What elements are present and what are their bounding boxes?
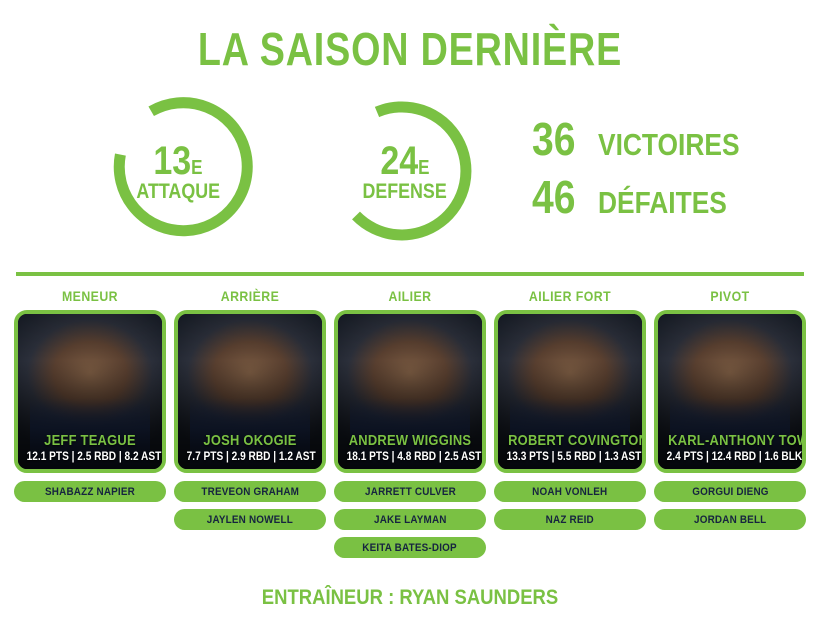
losses-count: 46 — [532, 171, 576, 223]
player-photo — [178, 314, 322, 469]
starter-card[interactable]: JEFF TEAGUE 12.1 PTS | 2.5 RBD | 8.2 AST — [14, 310, 166, 473]
photo-shade-layer — [178, 314, 322, 469]
starter-name: ANDREW WIGGINS — [348, 432, 472, 449]
bench-player-label: JARRETT CULVER — [364, 485, 456, 498]
ring-arc-defense-icon — [352, 101, 472, 241]
bench-player-label: JAYLEN NOWELL — [206, 513, 294, 526]
bench-player-label: GORGUI DIENG — [691, 485, 769, 498]
rank-category-label: DEFENSE — [362, 179, 448, 203]
starter-card[interactable]: ANDREW WIGGINS 18.1 PTS | 4.8 RBD | 2.5 A… — [334, 310, 486, 473]
bench-list: NOAH VONLEH NAZ REID — [494, 481, 646, 530]
starter-caption: JEFF TEAGUE 12.1 PTS | 2.5 RBD | 8.2 AST — [18, 432, 162, 463]
bench-player-pill[interactable]: JARRETT CULVER — [334, 481, 486, 502]
page-title: LA SAISON DERNIÈRE — [197, 23, 623, 75]
ring-arc-offense-icon — [113, 97, 253, 237]
starter-caption: ANDREW WIGGINS 18.1 PTS | 4.8 RBD | 2.5 A… — [338, 432, 482, 463]
bench-player-pill[interactable]: JAKE LAYMAN — [334, 509, 486, 530]
position-label: AILIER — [388, 288, 432, 304]
starter-name: JEFF TEAGUE — [44, 432, 136, 449]
photo-shade-layer — [338, 314, 482, 469]
starter-name: KARL-ANTHONY TOWNS — [668, 432, 802, 449]
starter-name: ROBERT COVINGTON — [508, 432, 646, 449]
rank-suffix: E — [418, 156, 430, 179]
position-label: PIVOT — [710, 288, 750, 304]
ranking-ring-offense: 13E ATTAQUE — [103, 97, 253, 247]
bench-player-label: NAZ REID — [545, 513, 595, 526]
bench-player-label: SHABAZZ NAPIER — [45, 485, 135, 498]
starter-stats: 2.4 PTS | 12.4 RBD | 1.6 BLK — [666, 451, 803, 463]
photo-shade-layer — [658, 314, 802, 469]
bench-list: TREVEON GRAHAM JAYLEN NOWELL — [174, 481, 326, 530]
starter-card[interactable]: JOSH OKOGIE 7.7 PTS | 2.9 RBD | 1.2 AST — [174, 310, 326, 473]
starter-caption: JOSH OKOGIE 7.7 PTS | 2.9 RBD | 1.2 AST — [178, 432, 322, 463]
bench-list: JARRETT CULVER JAKE LAYMAN KEITA BATES-DIO… — [334, 481, 486, 558]
bench-list: GORGUI DIENG JORDAN BELL — [654, 481, 806, 530]
rank-number: 24 — [380, 138, 419, 183]
bench-list: SHABAZZ NAPIER — [14, 481, 166, 502]
bench-player-pill[interactable]: TREVEON GRAHAM — [174, 481, 326, 502]
bench-player-pill[interactable]: NAZ REID — [494, 509, 646, 530]
bench-player-pill[interactable]: JORDAN BELL — [654, 509, 806, 530]
bench-player-pill[interactable]: SHABAZZ NAPIER — [14, 481, 166, 502]
season-summary: 13E ATTAQUE 24E DEFENSE 36 VICTOIRES — [0, 92, 820, 257]
position-label: MENEUR — [61, 288, 119, 304]
position-label: ARRIÈRE — [220, 288, 280, 304]
photo-shade-layer — [18, 314, 162, 469]
ranking-ring-offense-label: 13E ATTAQUE — [103, 97, 253, 247]
starter-stats: 7.7 PTS | 2.9 RBD | 1.2 AST — [186, 451, 316, 463]
player-photo — [658, 314, 802, 469]
bench-player-pill[interactable]: JAYLEN NOWELL — [174, 509, 326, 530]
bench-player-label: TREVEON GRAHAM — [201, 485, 299, 498]
starter-stats: 18.1 PTS | 4.8 RBD | 2.5 AST — [346, 451, 482, 463]
section-divider — [16, 272, 804, 276]
ranking-ring-defense-label: 24E DEFENSE — [330, 97, 480, 247]
roster-grid: MENEUR JEFF TEAGUE 12.1 PTS | 2.5 RBD | 8.… — [14, 288, 806, 558]
bench-player-pill[interactable]: GORGUI DIENG — [654, 481, 806, 502]
coach-line: ENTRAÎNEUR : RYAN SAUNDERS — [261, 586, 559, 609]
bench-player-pill[interactable]: NOAH VONLEH — [494, 481, 646, 502]
bench-player-label: KEITA BATES-DIOP — [362, 541, 458, 554]
record-row-wins: 36 VICTOIRES — [532, 112, 765, 166]
bench-player-label: JAKE LAYMAN — [373, 513, 447, 526]
starter-caption: ROBERT COVINGTON 13.3 PTS | 5.5 RBD | 1.3… — [498, 432, 642, 463]
starter-card[interactable]: KARL-ANTHONY TOWNS 2.4 PTS | 12.4 RBD | 1… — [654, 310, 806, 473]
position-column: AILIER ANDREW WIGGINS 18.1 PTS | 4.8 RBD |… — [334, 288, 486, 558]
position-column: AILIER FORT ROBERT COVINGTON 13.3 PTS | 5.… — [494, 288, 646, 558]
starter-stats: 13.3 PTS | 5.5 RBD | 1.3 AST — [506, 451, 642, 463]
position-column: ARRIÈRE JOSH OKOGIE 7.7 PTS | 2.9 RBD | 1.… — [174, 288, 326, 558]
player-photo — [338, 314, 482, 469]
starter-name: JOSH OKOGIE — [203, 432, 297, 449]
bench-player-label: NOAH VONLEH — [532, 485, 608, 498]
bench-player-label: JORDAN BELL — [693, 513, 767, 526]
rank-category-label: ATTAQUE — [136, 179, 220, 203]
position-label: AILIER FORT — [528, 288, 612, 304]
position-column: MENEUR JEFF TEAGUE 12.1 PTS | 2.5 RBD | 8.… — [14, 288, 166, 558]
bench-player-pill[interactable]: KEITA BATES-DIOP — [334, 537, 486, 558]
record-row-losses: 46 DÉFAITES — [532, 170, 765, 224]
ranking-ring-offense-rank: 13E — [153, 141, 203, 181]
win-loss-record: 36 VICTOIRES 46 DÉFAITES — [532, 112, 765, 228]
player-photo — [18, 314, 162, 469]
wins-count: 36 — [532, 113, 576, 165]
ranking-ring-defense-rank: 24E — [380, 141, 430, 181]
starter-caption: KARL-ANTHONY TOWNS 2.4 PTS | 12.4 RBD | 1… — [658, 432, 802, 463]
wins-label: VICTOIRES — [598, 127, 740, 162]
photo-shade-layer — [498, 314, 642, 469]
player-photo — [498, 314, 642, 469]
rank-suffix: E — [191, 156, 203, 179]
starter-stats: 12.1 PTS | 2.5 RBD | 8.2 AST — [26, 451, 162, 463]
starter-card[interactable]: ROBERT COVINGTON 13.3 PTS | 5.5 RBD | 1.3… — [494, 310, 646, 473]
ranking-ring-defense: 24E DEFENSE — [330, 97, 480, 247]
losses-label: DÉFAITES — [598, 185, 727, 220]
rank-number: 13 — [153, 138, 192, 183]
position-column: PIVOT KARL-ANTHONY TOWNS 2.4 PTS | 12.4 RB… — [654, 288, 806, 558]
